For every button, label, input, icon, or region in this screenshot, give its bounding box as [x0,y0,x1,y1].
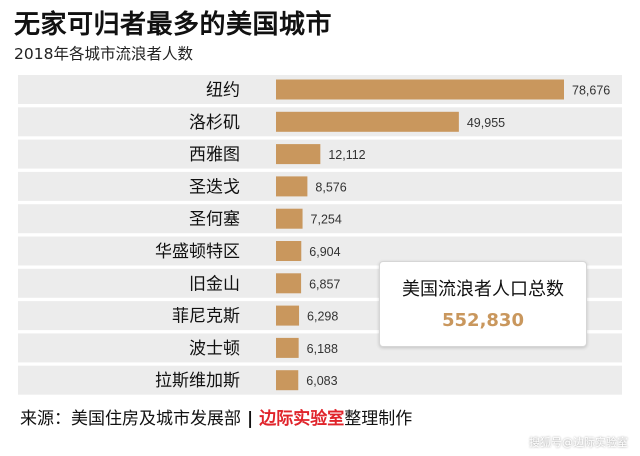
row-band [18,204,622,234]
bar [276,144,321,165]
value-label: 12,112 [328,148,365,162]
bar [276,273,302,294]
category-label: 西雅图 [189,145,240,165]
row-band [18,236,622,266]
bar [276,208,303,229]
value-label: 49,955 [467,116,505,130]
value-label: 6,188 [307,342,338,356]
bar [276,79,564,100]
category-label: 旧金山 [189,274,240,294]
value-label: 8,576 [315,180,346,194]
category-label: 华盛顿特区 [155,242,240,262]
category-label: 纽约 [206,81,240,101]
bar [276,176,308,197]
source-separator: | [247,409,254,429]
callout-value: 552,830 [442,310,524,331]
bar [276,241,302,261]
source-suffix: 整理制作 [344,409,413,429]
source-note: 来源：美国住房及城市发展部 | 边际实验室整理制作 [20,404,412,429]
value-label: 6,083 [306,374,337,388]
category-label: 拉斯维加斯 [155,371,240,391]
total-callout: 美国流浪者人口总数 552,830 [379,261,587,347]
bar [276,305,300,326]
row-band [18,171,622,201]
bar [276,370,299,391]
category-label: 洛杉矶 [189,113,240,133]
source-prefix: 来源：美国住房及城市发展部 [20,409,241,429]
chart-title: 无家可归者最多的美国城市 [14,10,333,40]
category-label: 圣何塞 [189,210,240,230]
bar [276,337,299,358]
value-label: 78,676 [572,84,610,98]
category-label: 圣迭戈 [189,177,240,197]
value-label: 6,857 [309,277,340,291]
chart-subtitle: 2018年各城市流浪者人数 [14,45,193,63]
category-label: 波士顿 [189,339,240,359]
category-label: 菲尼克斯 [172,307,240,327]
watermark: 搜狐号@边际实验室 [529,436,628,449]
bar-chart: 纽约 78,676 洛杉矶 49,955 西雅图 12,112 圣迭戈 8,576 圣何塞 7,2… [18,75,622,395]
value-label: 6,904 [309,245,340,259]
value-label: 6,298 [307,310,338,324]
callout-label: 美国流浪者人口总数 [402,279,564,300]
value-label: 7,254 [311,213,342,227]
source-brand: 边际实验室 [259,409,345,429]
bar [276,111,459,132]
row-band [18,365,622,395]
